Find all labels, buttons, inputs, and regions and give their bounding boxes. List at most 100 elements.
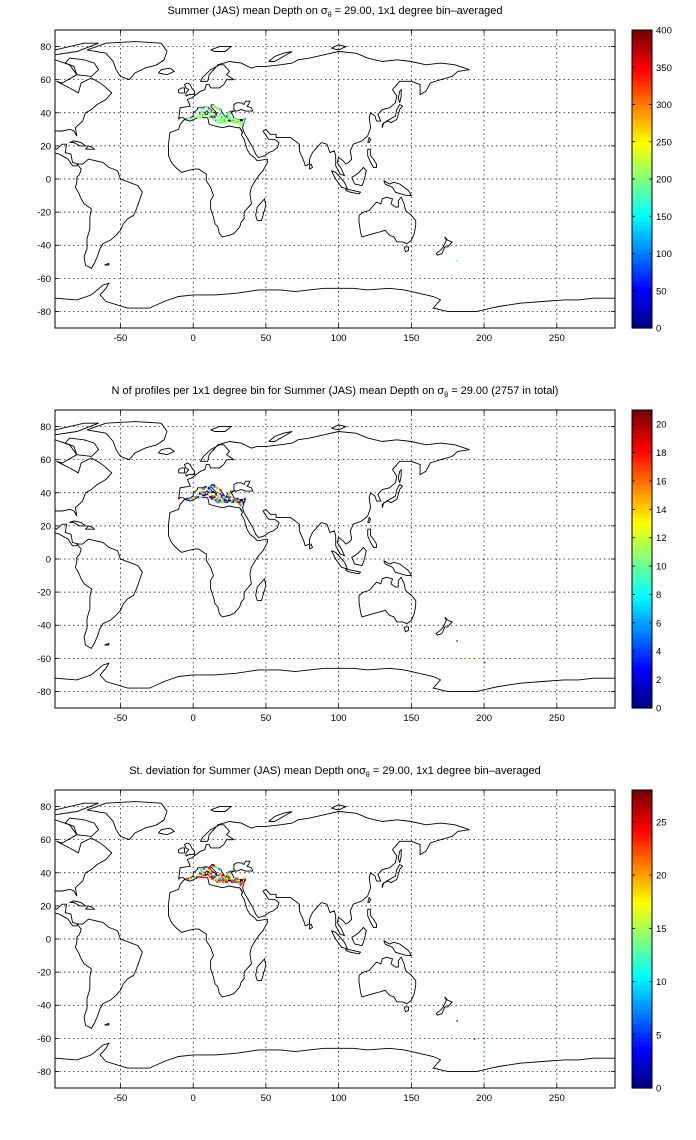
data-bin — [207, 494, 210, 497]
x-tick-label: 200 — [476, 713, 492, 724]
data-bin — [238, 121, 240, 123]
data-bin — [190, 877, 192, 880]
data-bin — [239, 501, 242, 503]
colorbar-cell — [632, 591, 652, 597]
colorbar-cell — [632, 948, 652, 954]
data-bin — [233, 501, 236, 503]
colorbar-cell — [632, 957, 652, 963]
colorbar-tick-label: 15 — [656, 924, 667, 935]
colorbar-cell — [632, 869, 652, 875]
data-bin — [236, 879, 239, 882]
data-bin — [222, 874, 224, 877]
x-tick-label: 250 — [549, 1093, 565, 1104]
coastline-africa — [168, 497, 268, 618]
colorbar-cell — [632, 104, 652, 110]
colorbar-cell — [632, 911, 652, 917]
coastline-taiwan — [367, 516, 372, 524]
coastline-sicily — [210, 875, 216, 879]
colorbar-cell — [632, 619, 652, 625]
coastline-philippines — [367, 908, 377, 928]
colorbar-cell — [632, 202, 652, 208]
data-bin — [235, 881, 238, 883]
coastline-cyprus — [239, 119, 244, 122]
data-bin — [236, 501, 239, 503]
data-bin — [216, 117, 219, 120]
data-bin — [207, 867, 210, 870]
panel-title: St. deviation for Summer (JAS) mean Dept… — [129, 765, 541, 779]
data-bin — [201, 107, 204, 110]
colorbar-cell — [632, 109, 652, 115]
colorbar-cell — [632, 563, 652, 569]
data-bin — [235, 501, 238, 503]
colorbar: 0 50 100 150 200 250 300 350 400 — [631, 26, 672, 335]
coastline-crete — [227, 119, 232, 122]
data-bin — [473, 278, 476, 280]
data-bin — [199, 116, 201, 118]
x-tick-label: 0 — [191, 333, 196, 344]
coastline-arabia-cut — [239, 507, 244, 513]
data-bin — [207, 487, 210, 490]
data-bin — [231, 119, 233, 122]
data-bin — [203, 874, 206, 877]
data-bin — [217, 496, 220, 498]
data-bin — [225, 497, 227, 500]
colorbar-cell — [632, 531, 652, 537]
colorbar-cell — [632, 503, 652, 509]
data-bin — [225, 881, 227, 883]
data-bin — [236, 877, 239, 880]
data-bin — [201, 491, 204, 493]
coastline-java — [345, 568, 362, 575]
data-bin — [223, 877, 226, 880]
data-bin — [235, 499, 238, 502]
data-bin — [193, 116, 195, 118]
colorbar-cell — [632, 248, 652, 255]
colorbar-cell — [632, 286, 652, 292]
colorbar-cell — [632, 517, 652, 523]
data-bin — [197, 872, 200, 875]
data-bin — [200, 496, 203, 498]
data-bin — [209, 106, 211, 109]
data-bin — [223, 119, 226, 122]
data-bin — [207, 111, 210, 113]
data-bin — [241, 122, 243, 125]
data-bin — [203, 494, 206, 497]
y-tick-label: -20 — [37, 588, 51, 599]
coastline-philippines — [367, 528, 377, 548]
data-bin — [212, 871, 214, 873]
data-bin — [217, 107, 220, 110]
colorbar-cell — [632, 799, 652, 805]
y-tick-label: -60 — [37, 1034, 51, 1045]
data-bin — [220, 499, 223, 502]
coastline-south-america — [74, 158, 143, 270]
data-bin — [200, 872, 203, 875]
x-tick-label: 100 — [331, 333, 347, 344]
colorbar-cell — [632, 836, 652, 842]
data-bin — [228, 876, 230, 878]
data-bin — [201, 867, 204, 870]
coastline-hispaniola — [85, 525, 96, 530]
data-bin — [206, 486, 208, 489]
data-bin — [228, 114, 230, 117]
colorbar-cell — [632, 1046, 652, 1052]
data-bin — [217, 114, 220, 117]
data-bin — [219, 881, 222, 883]
colorbar-tick-label: 12 — [656, 533, 667, 544]
data-bin — [210, 117, 213, 120]
data-bin — [225, 877, 227, 880]
data-bin — [207, 114, 210, 117]
data-bin — [206, 866, 208, 869]
colorbar-cell — [632, 160, 652, 166]
colorbar-cell — [632, 183, 652, 189]
data-bin — [216, 867, 219, 870]
data-bin — [229, 872, 232, 875]
coastline-iceland — [157, 67, 176, 76]
data-bin — [242, 501, 245, 503]
data-bin — [228, 497, 230, 500]
colorbar-cell — [632, 545, 652, 551]
data-bin — [209, 492, 211, 495]
data-bin — [244, 117, 246, 120]
data-bin — [236, 117, 239, 120]
data-bin — [222, 881, 224, 883]
y-tick-label: 20 — [40, 521, 51, 532]
data-bin — [209, 112, 211, 115]
